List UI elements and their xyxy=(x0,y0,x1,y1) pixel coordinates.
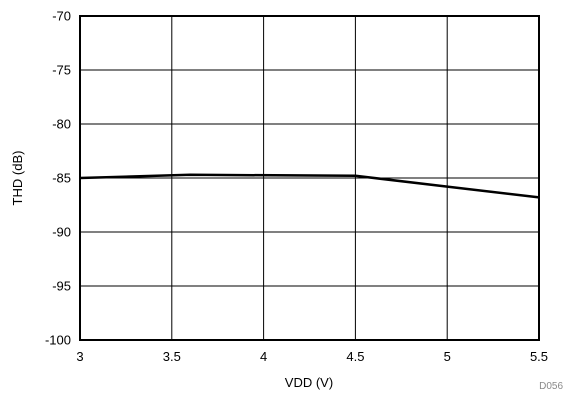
x-tick-label: 3.5 xyxy=(163,349,181,364)
x-tick-label: 4 xyxy=(260,349,267,364)
series-layer xyxy=(79,173,540,199)
x-tick-labels: 3 3.5 4 4.5 5 5.5 xyxy=(76,349,548,364)
x-tick-label: 5 xyxy=(444,349,451,364)
y-tick-label: -95 xyxy=(52,279,71,294)
grid-lines xyxy=(80,16,539,340)
figure-id: D056 xyxy=(539,381,563,392)
plot-frame xyxy=(79,15,540,341)
y-tick-label: -70 xyxy=(52,9,71,24)
y-tick-label: -80 xyxy=(52,117,71,132)
x-tick-label: 3 xyxy=(76,349,83,364)
x-tick-label: 4.5 xyxy=(346,349,364,364)
series-line-0 xyxy=(79,173,540,199)
y-tick-label: -75 xyxy=(52,63,71,78)
y-tick-labels: -100 -95 -90 -85 -80 -75 -70 xyxy=(45,9,71,348)
y-tick-label: -85 xyxy=(52,171,71,186)
x-axis-title: VDD (V) xyxy=(285,375,333,390)
y-tick-label: -100 xyxy=(45,333,71,348)
x-tick-label: 5.5 xyxy=(530,349,548,364)
y-tick-label: -90 xyxy=(52,225,71,240)
y-axis-title: THD (dB) xyxy=(10,151,25,206)
